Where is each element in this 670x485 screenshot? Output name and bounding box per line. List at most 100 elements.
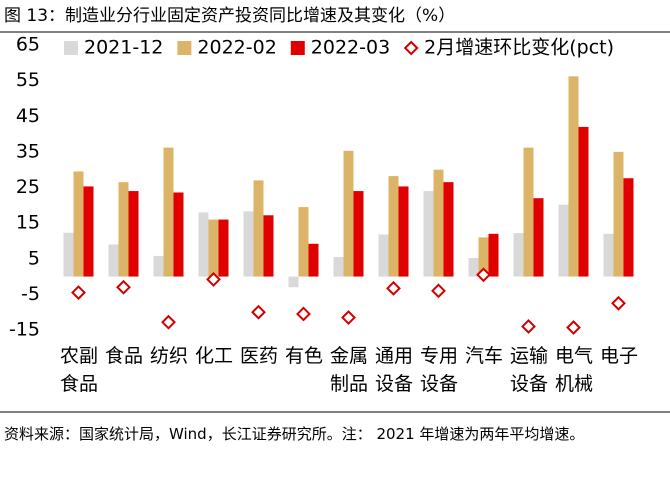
bar: [73, 171, 84, 277]
bar: [198, 212, 209, 277]
chart-title: 图 13：制造业分行业固定资产投资同比增速及其变化（%）: [4, 6, 455, 26]
bar: [468, 258, 479, 277]
bar: [83, 186, 94, 277]
x-tick-line: 制品: [330, 373, 368, 395]
x-tick-label: 农副食品: [60, 345, 98, 395]
diamond-marker: [161, 314, 176, 330]
x-tick-line: 医药: [240, 345, 278, 367]
bar: [243, 211, 254, 277]
bar: [578, 126, 589, 277]
bar: [208, 219, 219, 277]
legend-swatch: [177, 41, 192, 55]
bar: [568, 76, 579, 277]
x-tick-label: 化工: [195, 345, 233, 367]
x-tick-line: 金属: [330, 345, 368, 367]
bar: [398, 186, 409, 277]
x-tick-line: 专用: [420, 345, 458, 367]
bar: [443, 182, 454, 277]
y-tick-label: 55: [16, 69, 40, 91]
diamond-marker: [611, 295, 626, 311]
diamond-marker: [206, 271, 221, 287]
x-tick-label: 汽车: [465, 345, 503, 367]
bar: [173, 192, 184, 277]
bar: [603, 233, 614, 277]
y-tick-label: 65: [16, 34, 40, 56]
y-tick-label: -5: [21, 283, 40, 305]
bar: [263, 215, 274, 277]
x-tick-label: 食品: [105, 345, 143, 367]
x-tick-line: 纺织: [150, 345, 188, 367]
bar: [333, 256, 344, 277]
x-tick-label: 纺织: [150, 345, 188, 367]
x-tick-label: 通用设备: [375, 345, 413, 395]
bar: [623, 178, 634, 277]
x-tick-label: 运输设备: [510, 345, 548, 395]
y-tick-label: 35: [16, 140, 40, 162]
legend-label: 2021-12: [84, 37, 163, 59]
bar: [423, 191, 434, 277]
bar: [433, 169, 444, 277]
footnote: 资料来源：国家统计局，Wind，长江证券研究所。注： 2021 年增速为两年平均…: [4, 425, 585, 443]
bar: [153, 255, 164, 277]
diamond-marker: [476, 267, 491, 283]
diamond-marker: [116, 279, 131, 295]
bar: [128, 191, 139, 277]
y-tick-label: 45: [16, 105, 40, 127]
x-tick-line: 农副: [60, 345, 98, 367]
bar: [218, 219, 229, 277]
diamond-marker: [386, 280, 401, 296]
x-tick-line: 食品: [60, 373, 98, 395]
bar: [478, 237, 489, 277]
x-tick-label: 专用设备: [420, 345, 458, 395]
diamond-marker: [341, 310, 356, 325]
bar: [298, 207, 309, 277]
bar: [523, 147, 534, 277]
legend-label: 2月增速环比变化(pct): [424, 37, 614, 59]
bar: [378, 234, 389, 277]
x-tick-line: 运输: [510, 345, 548, 367]
x-tick-line: 有色: [285, 345, 323, 367]
x-tick-label: 电气机械: [555, 345, 593, 395]
bar: [353, 191, 364, 277]
diamond-marker: [566, 320, 581, 335]
legend-swatch: [290, 41, 305, 55]
bar: [343, 150, 354, 277]
bar: [613, 151, 624, 277]
bar: [253, 180, 264, 277]
diamond-marker: [71, 285, 86, 301]
x-tick-line: 设备: [510, 373, 548, 395]
x-tick-line: 食品: [105, 345, 143, 367]
x-tick-line: 通用: [375, 345, 413, 367]
x-tick-label: 有色: [285, 345, 323, 367]
diamond-marker: [431, 283, 446, 299]
bar: [288, 276, 299, 288]
bar: [63, 232, 74, 277]
legend-label: 2022-03: [311, 37, 390, 59]
bar: [163, 147, 174, 277]
legend-swatch: [64, 41, 78, 55]
x-tick-line: 电子: [600, 345, 638, 367]
x-tick-label: 金属制品: [330, 345, 368, 395]
x-tick-label: 电子: [600, 345, 638, 367]
bar: [118, 182, 129, 277]
bar: [533, 198, 544, 277]
bar: [388, 176, 399, 277]
x-tick-label: 医药: [240, 345, 278, 367]
legend-marker: [403, 40, 419, 56]
x-tick-line: 设备: [375, 373, 413, 395]
diamond-marker: [521, 319, 536, 334]
legend-label: 2022-02: [197, 37, 276, 59]
x-tick-line: 设备: [420, 373, 458, 395]
x-tick-line: 机械: [555, 373, 593, 395]
x-tick-line: 电气: [555, 345, 593, 367]
bar: [308, 243, 319, 277]
x-tick-line: 汽车: [465, 345, 503, 367]
bar: [558, 204, 569, 277]
diamond-marker: [251, 304, 266, 320]
bar: [488, 233, 499, 277]
y-tick-label: -15: [9, 319, 40, 341]
bar: [108, 244, 119, 277]
diamond-marker: [296, 306, 311, 322]
y-tick-label: 25: [16, 176, 40, 198]
